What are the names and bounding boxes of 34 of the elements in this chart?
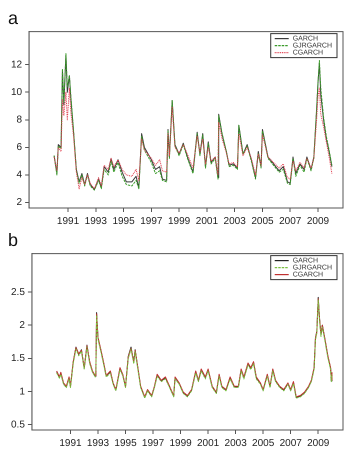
x-tick-label: 1999 xyxy=(168,216,191,227)
y-tick-label: 6 xyxy=(16,142,23,154)
y-tick-label: 2 xyxy=(19,320,26,331)
x-tick-label: 1991 xyxy=(56,216,80,227)
x-tick-label: 1993 xyxy=(84,216,108,227)
x-tick-label: 2005 xyxy=(252,438,275,449)
y-tick-label: 1 xyxy=(19,386,26,398)
x-tick-label: 1999 xyxy=(169,438,192,449)
x-tick-label: 1995 xyxy=(114,438,138,449)
y-tick-label: 4 xyxy=(16,170,23,181)
chart-title: b xyxy=(8,230,18,250)
y-tick-label: 10 xyxy=(11,86,23,98)
y-tick-label: 2.5 xyxy=(10,286,26,298)
x-tick-label: 1997 xyxy=(140,216,163,227)
x-tick-label: 1995 xyxy=(112,216,136,227)
y-tick-label: 12 xyxy=(11,59,23,70)
x-tick-label: 2003 xyxy=(224,216,246,227)
x-tick-label: 2007 xyxy=(279,216,302,227)
x-tick-label: 2003 xyxy=(224,438,248,449)
y-tick-label: 2 xyxy=(16,197,23,208)
x-tick-label: 1993 xyxy=(86,438,110,449)
y-tick-label: 1.5 xyxy=(10,353,26,364)
x-tick-label: 2005 xyxy=(251,216,274,227)
x-tick-label: 2001 xyxy=(196,438,220,449)
y-tick-label: 0.5 xyxy=(10,419,26,430)
x-tick-label: 2007 xyxy=(280,438,302,449)
chart-title: a xyxy=(8,8,19,28)
y-tick-label: 8 xyxy=(16,114,23,126)
x-tick-label: 1997 xyxy=(142,438,165,449)
x-tick-label: 1991 xyxy=(59,438,82,449)
x-tick-label: 2009 xyxy=(307,438,330,449)
x-tick-label: 2001 xyxy=(196,216,218,227)
line-series xyxy=(54,88,332,190)
x-tick-label: 2009 xyxy=(306,216,330,227)
